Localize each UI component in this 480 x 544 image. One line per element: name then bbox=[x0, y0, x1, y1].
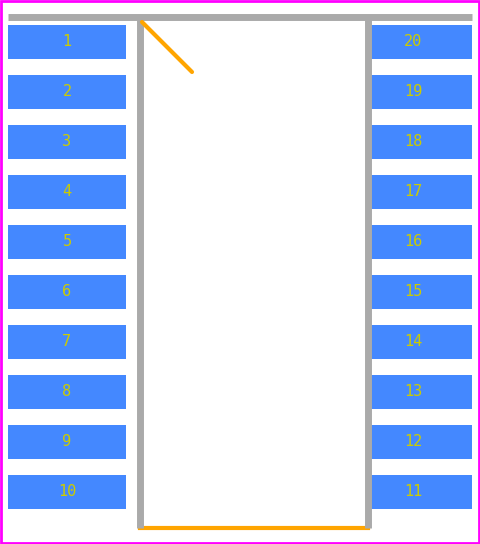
Bar bbox=[8, 475, 126, 509]
Bar bbox=[354, 175, 472, 209]
Bar bbox=[8, 225, 126, 259]
Text: 1: 1 bbox=[62, 34, 72, 50]
Text: 19: 19 bbox=[404, 84, 422, 100]
Text: 7: 7 bbox=[62, 335, 72, 349]
Bar bbox=[8, 25, 126, 59]
Text: 12: 12 bbox=[404, 435, 422, 449]
Text: 10: 10 bbox=[58, 485, 76, 499]
Bar bbox=[8, 275, 126, 309]
Bar bbox=[8, 375, 126, 409]
Text: 16: 16 bbox=[404, 234, 422, 250]
Text: 13: 13 bbox=[404, 385, 422, 399]
Text: 8: 8 bbox=[62, 385, 72, 399]
Bar bbox=[354, 275, 472, 309]
Text: 11: 11 bbox=[404, 485, 422, 499]
Bar bbox=[8, 125, 126, 159]
Bar bbox=[354, 75, 472, 109]
Bar bbox=[354, 425, 472, 459]
Bar bbox=[354, 25, 472, 59]
Text: 18: 18 bbox=[404, 134, 422, 150]
Bar bbox=[354, 225, 472, 259]
Text: 15: 15 bbox=[404, 285, 422, 300]
Text: 5: 5 bbox=[62, 234, 72, 250]
Text: 4: 4 bbox=[62, 184, 72, 200]
Bar bbox=[8, 75, 126, 109]
Bar bbox=[354, 375, 472, 409]
Text: 3: 3 bbox=[62, 134, 72, 150]
Bar bbox=[354, 325, 472, 359]
Bar bbox=[354, 475, 472, 509]
Bar bbox=[8, 425, 126, 459]
Text: 6: 6 bbox=[62, 285, 72, 300]
Bar bbox=[8, 325, 126, 359]
Text: 17: 17 bbox=[404, 184, 422, 200]
Text: 2: 2 bbox=[62, 84, 72, 100]
Text: 20: 20 bbox=[404, 34, 422, 50]
Text: 9: 9 bbox=[62, 435, 72, 449]
Text: 14: 14 bbox=[404, 335, 422, 349]
Bar bbox=[140, 17, 368, 528]
Bar bbox=[354, 125, 472, 159]
Bar bbox=[8, 175, 126, 209]
